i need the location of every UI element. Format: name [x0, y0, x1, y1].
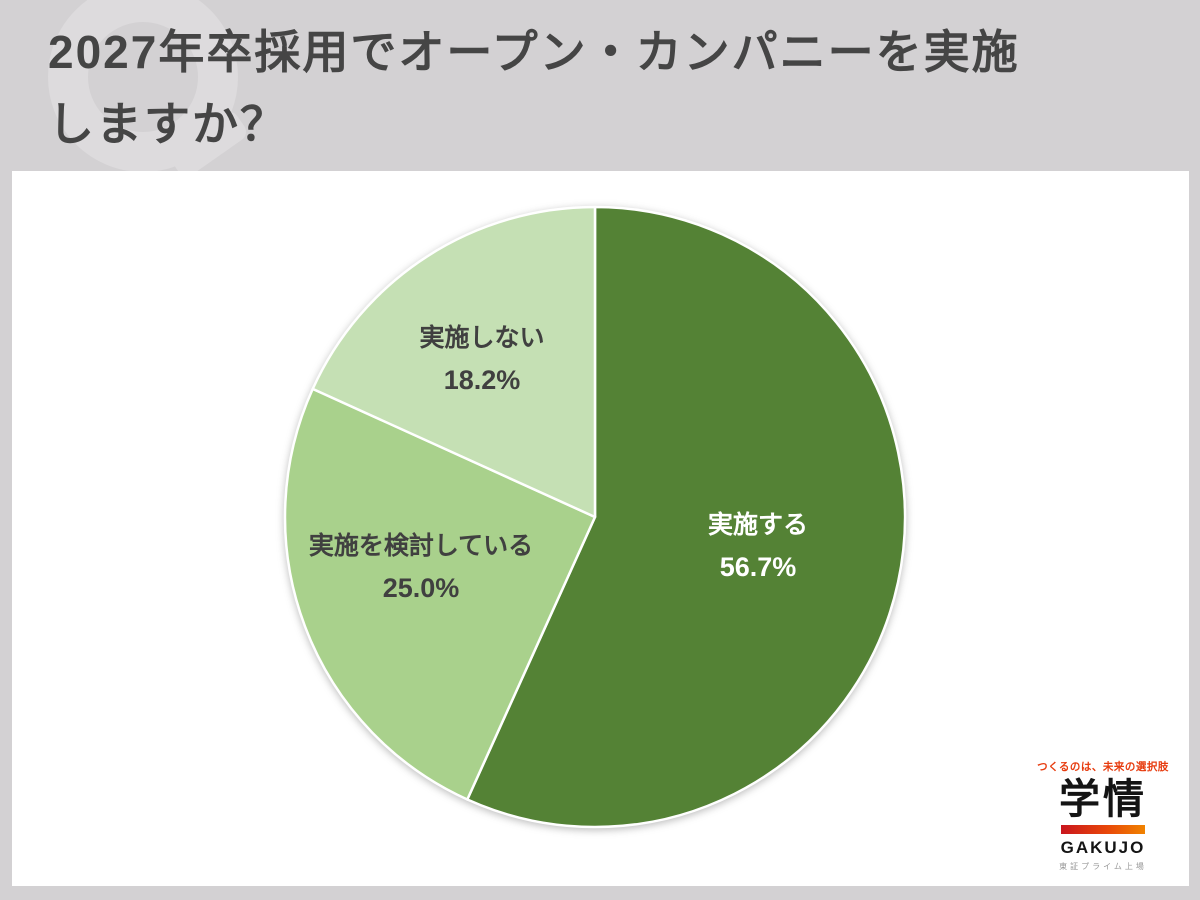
pie-slice-1 [283, 387, 597, 801]
slice-name: 実施しない [419, 324, 545, 352]
slice-name: 実施する [707, 511, 809, 539]
slice-percent: 56.7% [719, 552, 797, 582]
slice-percent: 18.2% [443, 365, 521, 395]
logo-kanji: 学情 [1059, 776, 1147, 822]
page-title-line-1: 2027年卒採用でオープン・カンパニーを実施 [48, 26, 1020, 78]
page-title-line-2: しますか？ [48, 98, 288, 150]
logo-gradient-bar [1061, 825, 1145, 834]
slice-percent: 25.0% [382, 573, 460, 603]
pie-slice-2 [311, 205, 597, 519]
pie-slice-label-2: 実施しない 18.2% [419, 317, 544, 401]
pie-slice-label-0: 実施する 56.7% [708, 504, 808, 588]
pie-slice-label-1: 実施を検討している 25.0% [309, 525, 533, 609]
logo-listing: 東証プライム上場 [1059, 862, 1147, 871]
chart-panel: 実施する 56.7% 実施を検討している 25.0% 実施しない 18.2% つ… [12, 171, 1189, 886]
slice-name: 実施を検討している [308, 532, 534, 560]
pie-slice-0 [466, 205, 907, 829]
pie-chart [283, 205, 907, 829]
gakujo-logo: つくるのは、未来の選択肢 学情 GAKUJO 東証プライム上場 [1033, 759, 1173, 872]
logo-tagline: つくるのは、未来の選択肢 [1037, 761, 1169, 773]
header: 2027年卒採用でオープン・カンパニーを実施 しますか？ [48, 16, 1180, 160]
logo-latin: GAKUJO [1060, 838, 1146, 857]
